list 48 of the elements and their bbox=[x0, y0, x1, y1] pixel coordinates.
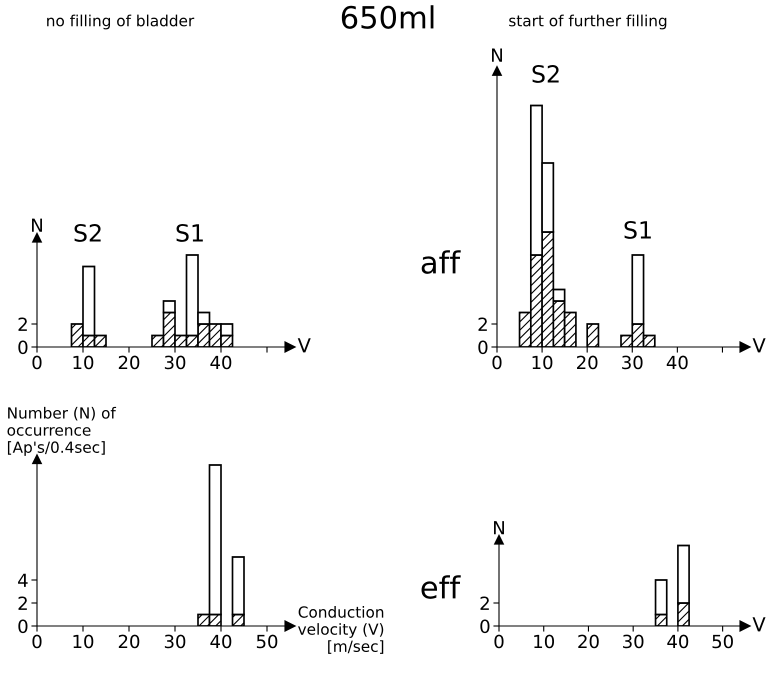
y-tick-label: 0 bbox=[18, 619, 28, 634]
y-tick-label: 0 bbox=[478, 340, 488, 354]
x-tick-label: 40 bbox=[666, 356, 688, 370]
x-tick-label: 0 bbox=[32, 634, 42, 648]
annotation: S1 bbox=[624, 220, 651, 239]
x-tick-label: 30 bbox=[623, 634, 644, 648]
y-tick-label: 4 bbox=[18, 574, 28, 587]
x-tick-label: 0 bbox=[494, 634, 504, 648]
x-axis-title: V bbox=[752, 617, 766, 632]
y-axis-title: N bbox=[492, 48, 502, 62]
x-tick-label: 30 bbox=[164, 356, 186, 370]
text: 650ml bbox=[342, 5, 434, 29]
x-tick-label: 10 bbox=[534, 634, 554, 648]
x-tick-label: 0 bbox=[32, 356, 42, 370]
x-tick-label: 0 bbox=[492, 356, 502, 370]
y-tick-label: 2 bbox=[480, 596, 489, 610]
x-tick-label: 20 bbox=[118, 356, 140, 370]
x-tick-label: 40 bbox=[210, 634, 232, 648]
x-axis-title: V bbox=[298, 338, 311, 352]
x-tick-label: 10 bbox=[73, 356, 94, 370]
text: aff bbox=[422, 250, 461, 274]
x-tick-label: 20 bbox=[577, 356, 598, 370]
x-tick-label: 40 bbox=[667, 634, 688, 648]
x-tick-label: 20 bbox=[118, 634, 140, 648]
y-tick-label: 2 bbox=[18, 317, 27, 331]
annotation: S2 bbox=[532, 64, 559, 83]
chart-title: no filling of bladder bbox=[47, 14, 194, 30]
y-axis-title: N bbox=[494, 521, 504, 534]
y-tick-label: 2 bbox=[18, 596, 27, 610]
x-axis-title: V bbox=[752, 338, 766, 352]
x-tick-label: 50 bbox=[256, 634, 278, 648]
annotation: S1 bbox=[176, 224, 203, 242]
text: eff bbox=[422, 575, 461, 599]
y-axis-title: Number (N) of occurrence [Ap's/0.4sec] bbox=[7, 406, 116, 456]
y-axis-title: N bbox=[32, 218, 42, 232]
x-axis-title: Conduction velocity (V) [m/sec] bbox=[298, 606, 384, 654]
x-tick-label: 40 bbox=[210, 356, 232, 370]
x-tick-label: 10 bbox=[532, 356, 552, 370]
y-tick-label: 0 bbox=[480, 619, 490, 634]
chart-title: start of further filling bbox=[509, 14, 666, 30]
x-tick-label: 20 bbox=[578, 634, 599, 648]
x-tick-label: 50 bbox=[712, 634, 733, 648]
annotation: S2 bbox=[74, 224, 101, 242]
x-tick-label: 10 bbox=[73, 634, 94, 648]
x-tick-label: 30 bbox=[622, 356, 643, 370]
y-tick-label: 2 bbox=[478, 317, 487, 331]
x-tick-label: 30 bbox=[164, 634, 186, 648]
y-tick-label: 0 bbox=[18, 340, 28, 354]
